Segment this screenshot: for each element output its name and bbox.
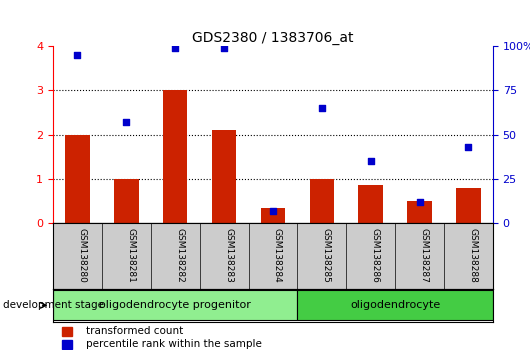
- Bar: [62, 326, 73, 336]
- Point: [122, 119, 130, 125]
- Text: GSM138283: GSM138283: [224, 228, 233, 283]
- Bar: [65, 135, 90, 223]
- Text: development stage: development stage: [3, 300, 104, 310]
- Point: [171, 45, 180, 51]
- Point: [464, 144, 473, 150]
- Text: oligodendrocyte: oligodendrocyte: [350, 300, 440, 310]
- Bar: [62, 340, 73, 349]
- Point: [416, 199, 424, 205]
- Text: GSM138287: GSM138287: [420, 228, 429, 283]
- Text: GSM138281: GSM138281: [126, 228, 135, 283]
- Text: GSM138288: GSM138288: [469, 228, 478, 283]
- Text: oligodendrocyte progenitor: oligodendrocyte progenitor: [99, 300, 251, 310]
- Bar: [297, 290, 493, 320]
- Text: transformed count: transformed count: [86, 326, 183, 336]
- Bar: [456, 188, 481, 223]
- Point: [269, 208, 277, 213]
- Bar: [212, 130, 236, 223]
- Bar: [261, 207, 285, 223]
- Bar: [310, 179, 334, 223]
- Title: GDS2380 / 1383706_at: GDS2380 / 1383706_at: [192, 31, 354, 45]
- Text: GSM138280: GSM138280: [77, 228, 86, 283]
- Bar: [163, 90, 188, 223]
- Text: GSM138282: GSM138282: [175, 228, 184, 283]
- Text: GSM138285: GSM138285: [322, 228, 331, 283]
- Point: [317, 105, 326, 111]
- Bar: [358, 185, 383, 223]
- Bar: [408, 201, 432, 223]
- Point: [220, 45, 228, 51]
- Text: percentile rank within the sample: percentile rank within the sample: [86, 339, 262, 349]
- Point: [366, 158, 375, 164]
- Point: [73, 52, 82, 58]
- Bar: [53, 290, 297, 320]
- Text: GSM138284: GSM138284: [273, 228, 282, 283]
- Text: GSM138286: GSM138286: [370, 228, 379, 283]
- Bar: [114, 179, 138, 223]
